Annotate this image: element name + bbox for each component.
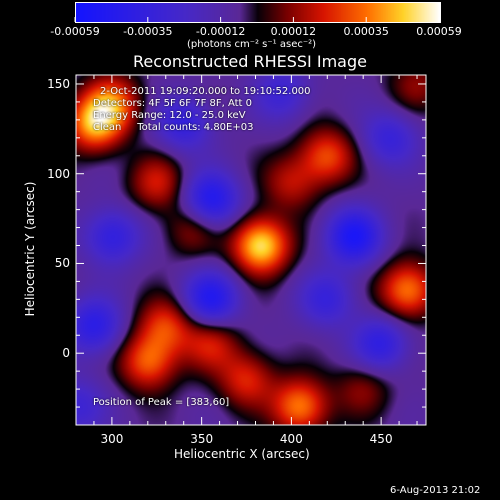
footer-date: 6-Aug-2013 21:02 <box>390 485 481 496</box>
y-tick-label: 100 <box>47 166 70 181</box>
chart-title: Reconstructed RHESSI Image <box>133 52 367 71</box>
colorbar-tick-label: -0.00035 <box>123 25 173 38</box>
colorbar-tick-label: -0.00012 <box>195 25 246 38</box>
time-range-text: 2-Oct-2011 19:09:20.000 to 19:10:52.000 <box>100 86 311 97</box>
method-counts-text: Clean Total counts: 4.80E+03 <box>93 122 254 133</box>
energy-range-text: Energy Range: 12.0 - 25.0 keV <box>93 110 246 121</box>
heatmap-image <box>76 75 426 425</box>
x-tick-label: 450 <box>369 432 393 446</box>
peak-position-text: Position of Peak = [383,60] <box>93 397 230 408</box>
y-tick-label: 50 <box>54 256 70 271</box>
x-tick-label: 300 <box>100 432 124 446</box>
x-axis-label: Heliocentric X (arcsec) <box>174 447 310 461</box>
y-tick-label: 150 <box>47 76 70 91</box>
colorbar-unit-label: (photons cm⁻² s⁻¹ asec⁻²) <box>187 39 317 50</box>
y-tick-label: 0 <box>62 346 70 361</box>
colorbar-tick-label: -0.00059 <box>50 25 100 38</box>
plot-frame <box>75 74 427 426</box>
colorbar-tick-label: 0.00035 <box>343 25 389 38</box>
colorbar <box>75 2 441 23</box>
x-tick-label: 400 <box>279 432 303 446</box>
colorbar-tick-label: 0.00012 <box>270 25 317 38</box>
y-axis-label: Heliocentric Y (arcsec) <box>23 181 37 317</box>
detectors-text: Detectors: 4F 5F 6F 7F 8F, Att 0 <box>93 98 253 109</box>
colorbar-tick-label: 0.00059 <box>416 25 462 38</box>
x-tick-label: 350 <box>190 432 214 446</box>
